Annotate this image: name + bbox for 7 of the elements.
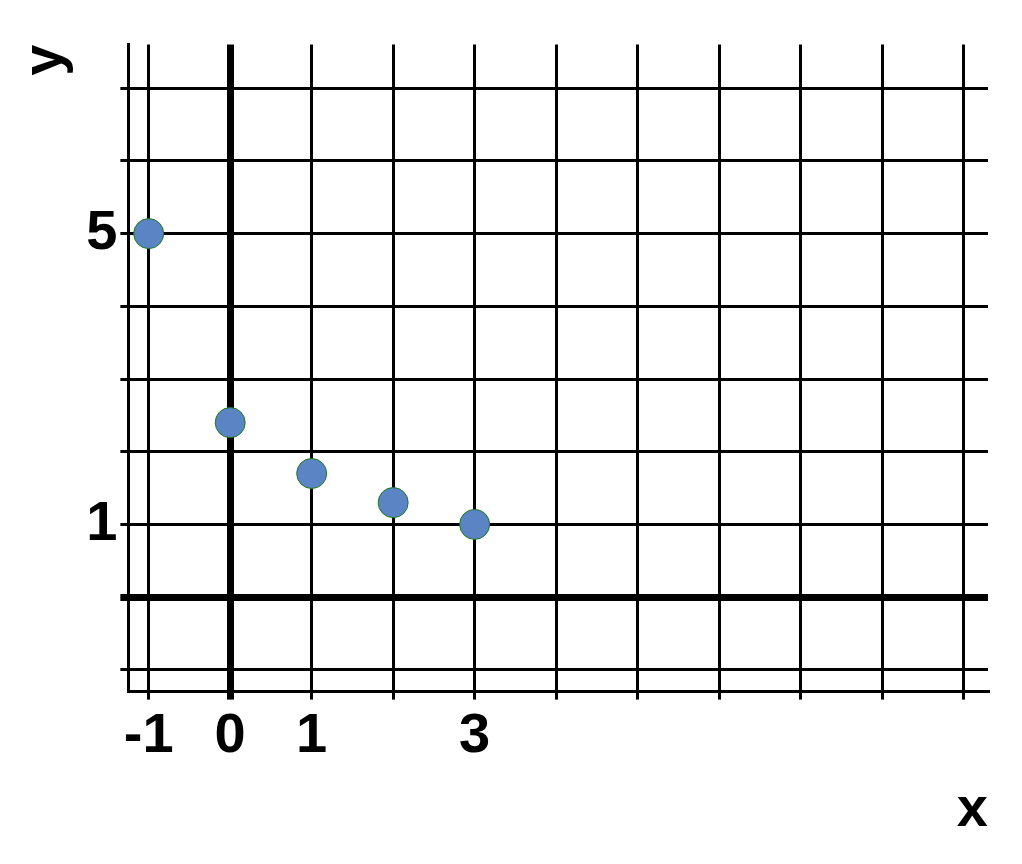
x-tick-label: 3: [459, 700, 491, 764]
y-tick-label: 5: [86, 198, 118, 262]
x-tick-label: -1: [123, 700, 174, 764]
y-axis-title: y: [10, 44, 74, 76]
x-tick-label: 0: [214, 700, 246, 764]
x-tick-label: 1: [296, 700, 328, 764]
x-axis-title: x: [956, 774, 988, 838]
